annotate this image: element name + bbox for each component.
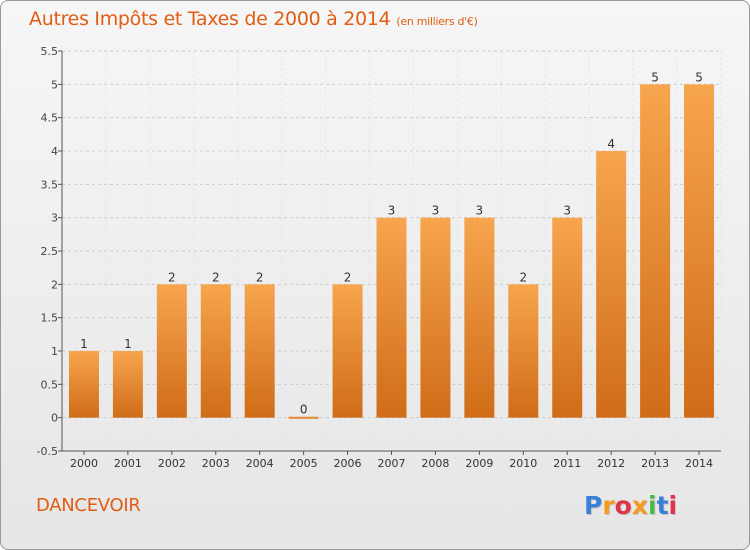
data-label: 3	[476, 204, 484, 218]
x-tick-label: 2011	[553, 457, 581, 470]
x-tick-label: 2012	[597, 457, 625, 470]
chart-title-text: Autres Impôts et Taxes de 2000 à 2014	[29, 8, 391, 30]
y-tick-label: 2.5	[41, 245, 59, 258]
logo-letter: x	[631, 491, 648, 520]
x-tick-label: 2014	[685, 457, 713, 470]
proxiti-logo[interactable]: Proxiti	[584, 491, 677, 520]
bar	[68, 351, 99, 418]
x-tick-label: 2006	[334, 457, 362, 470]
bar	[200, 284, 231, 418]
data-labels: 1 1 2 2 2 0 2 3 3 3 2 3 4 5 5	[80, 70, 703, 416]
data-label: 0	[300, 403, 308, 417]
data-label: 5	[651, 70, 659, 84]
x-tick-label: 2007	[378, 457, 406, 470]
y-tick-label: 5.5	[41, 45, 59, 58]
y-tick-label: 1	[51, 345, 58, 358]
data-label: 3	[432, 204, 440, 218]
bar	[156, 284, 187, 418]
x-tick-label: 2001	[114, 457, 142, 470]
bar	[684, 84, 715, 418]
x-tick-label: 2009	[465, 457, 493, 470]
y-tick-label: 0	[51, 412, 58, 425]
y-tick-label: 0.5	[41, 378, 59, 391]
data-label: 2	[344, 270, 352, 284]
data-label: 2	[256, 270, 264, 284]
y-tick-label: 1.5	[41, 312, 59, 325]
data-label: 4	[607, 137, 615, 151]
bars	[68, 84, 715, 419]
data-label: 2	[212, 270, 220, 284]
bar	[508, 284, 539, 418]
bar	[112, 351, 143, 418]
y-tick-label: -0.5	[37, 445, 58, 458]
data-label: 1	[124, 337, 132, 351]
bar	[288, 416, 319, 419]
y-tick-label: 4.5	[41, 112, 59, 125]
logo-letter: i	[668, 491, 678, 520]
bar	[420, 217, 451, 418]
x-tick-label: 2003	[202, 457, 230, 470]
y-tick-label: 4	[51, 145, 58, 158]
bar	[332, 284, 363, 418]
x-tick-label: 2002	[158, 457, 186, 470]
x-tick-label: 2005	[290, 457, 318, 470]
x-tick-label: 2010	[509, 457, 537, 470]
bar	[640, 84, 671, 418]
logo-letter: i	[648, 491, 657, 520]
data-label: 3	[563, 204, 571, 218]
y-tick-label: 5	[51, 78, 58, 91]
bar	[596, 151, 627, 418]
x-tick-label: 2008	[421, 457, 449, 470]
logo-letter: o	[614, 491, 632, 520]
x-tick-label: 2013	[641, 457, 669, 470]
location-label: DANCEVOIR	[36, 495, 141, 516]
bar	[552, 217, 583, 418]
data-label: 2	[519, 270, 527, 284]
bar	[376, 217, 407, 418]
data-label: 3	[388, 204, 396, 218]
x-tick-label: 2004	[246, 457, 274, 470]
x-tick-label: 2000	[70, 457, 98, 470]
data-label: 1	[80, 337, 88, 351]
axes: -0.5 0 0.5 1 1.5 2 2.5 3 3.5 4 4.5 5 5.5 2000 2001 2002…	[37, 45, 721, 470]
logo-letter: r	[602, 491, 615, 520]
y-tick-label: 3	[51, 212, 58, 225]
chart-subtitle: (en milliers d'€)	[396, 15, 478, 28]
chart-title: Autres Impôts et Taxes de 2000 à 2014 (en…	[29, 8, 478, 30]
data-label: 2	[168, 270, 176, 284]
bar	[464, 217, 495, 418]
logo-letter: P	[584, 491, 603, 520]
data-label: 5	[695, 70, 703, 84]
bar	[244, 284, 275, 418]
y-tick-label: 3.5	[41, 178, 59, 191]
y-tick-label: 2	[51, 278, 58, 291]
logo-letter: t	[656, 491, 669, 520]
